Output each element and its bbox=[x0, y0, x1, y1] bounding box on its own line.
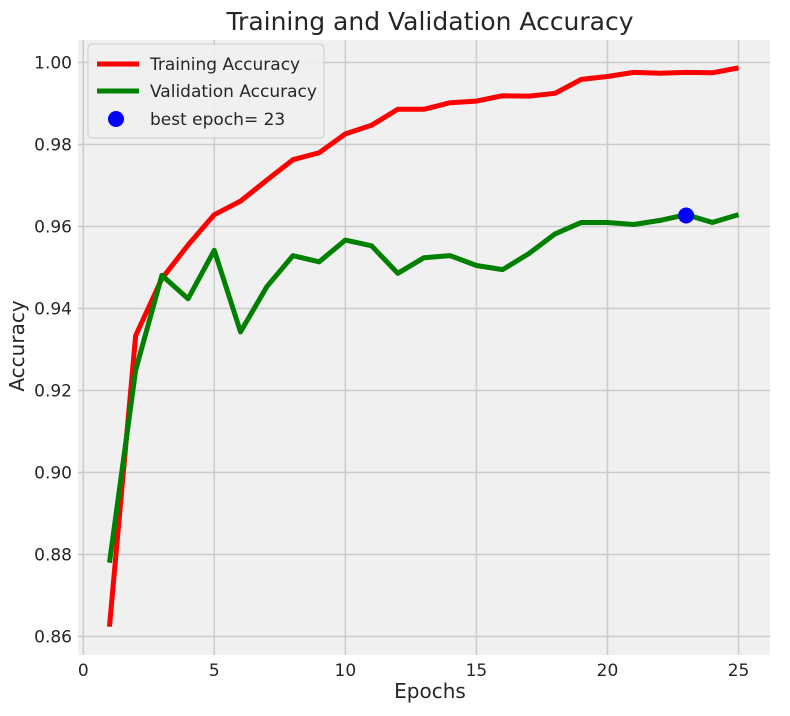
legend-label-training: Training Accuracy bbox=[149, 55, 300, 75]
x-tick-label: 20 bbox=[597, 661, 619, 681]
x-tick-label: 5 bbox=[209, 661, 220, 681]
y-axis-label: Accuracy bbox=[5, 300, 29, 391]
y-tick-label: 0.86 bbox=[34, 628, 72, 648]
validation-accuracy-line bbox=[106, 212, 740, 564]
y-tick-label: 0.92 bbox=[34, 382, 72, 402]
training-accuracy-line bbox=[106, 65, 740, 627]
legend-box bbox=[87, 43, 325, 139]
y-tick-label: 0.90 bbox=[34, 464, 72, 484]
y-tick-label: 0.94 bbox=[34, 300, 72, 320]
legend-marker-best-epoch bbox=[108, 111, 124, 127]
x-tick-label: 0 bbox=[78, 661, 89, 681]
y-tick-label: 0.98 bbox=[34, 136, 72, 156]
y-tick-label: 1.00 bbox=[34, 54, 72, 74]
chart-title: Training and Validation Accuracy bbox=[225, 7, 633, 36]
x-axis-label: Epochs bbox=[394, 679, 466, 703]
plot-area bbox=[78, 40, 770, 655]
grid bbox=[78, 40, 770, 655]
y-tick-label: 0.96 bbox=[34, 218, 72, 238]
legend-label-validation: Validation Accuracy bbox=[150, 82, 317, 102]
x-tick-label: 10 bbox=[335, 661, 357, 681]
legend-label-best-epoch: best epoch= 23 bbox=[150, 110, 285, 130]
best-epoch-marker bbox=[678, 207, 695, 224]
x-tick-label: 15 bbox=[466, 661, 488, 681]
best-point-layer bbox=[678, 207, 695, 224]
series-lines bbox=[106, 65, 740, 627]
tick-labels: 0 5 10 15 20 25 0.86 0.88 0.90 0.92 0.94 0.96 0.98 1.… bbox=[34, 54, 749, 681]
x-tick-label: 25 bbox=[728, 661, 750, 681]
legend: Training Accuracy Validation Accuracy be… bbox=[87, 43, 325, 139]
y-tick-label: 0.88 bbox=[34, 546, 72, 566]
